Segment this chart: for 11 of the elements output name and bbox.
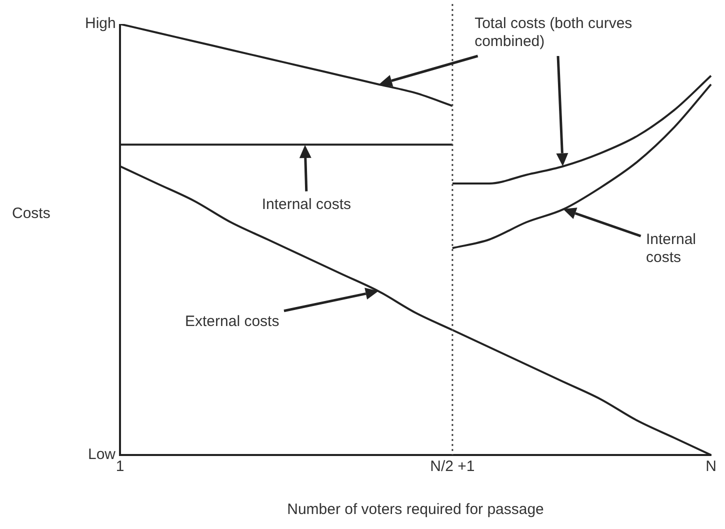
text: High — [85, 15, 116, 33]
y-axis-title: Costs — [12, 204, 50, 223]
x-axis-title: Number of voters required for passage — [287, 501, 544, 518]
annotation: Internal costs — [262, 196, 352, 214]
text: Low — [88, 446, 116, 464]
x-tick-label: N — [706, 458, 716, 476]
annotation: Internal costs — [646, 230, 698, 267]
annotation: Total costs (both curves combined) — [474, 15, 634, 52]
x-tick-label: N/2 +1 — [430, 458, 475, 476]
x-tick-label: 1 — [116, 458, 124, 476]
annotation: External costs — [185, 312, 280, 331]
